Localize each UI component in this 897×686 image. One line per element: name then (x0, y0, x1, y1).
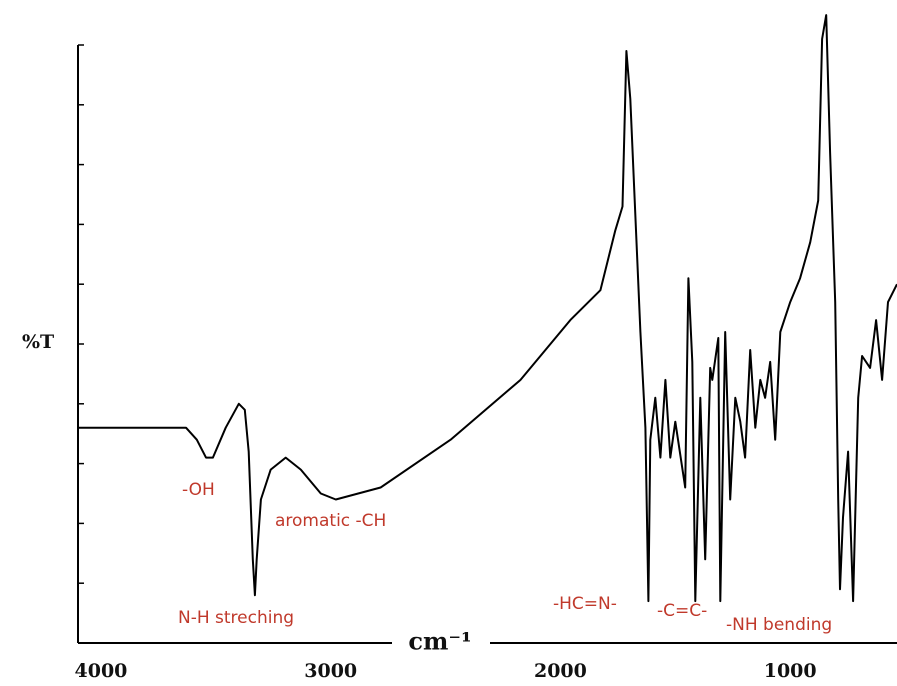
annotation: -HC=N- (553, 594, 617, 614)
x-tick-label: 4000 (75, 660, 128, 682)
x-axis-label: cm⁻¹ (408, 627, 471, 656)
x-tick-label: 2000 (534, 660, 587, 682)
annotation: -OH (182, 480, 215, 500)
annotation: -NH bending (726, 615, 832, 635)
x-tick-label: 3000 (304, 660, 357, 682)
y-axis-label: %T (22, 331, 54, 353)
x-label-backdrop (392, 626, 490, 656)
annotation: N-H streching (178, 608, 294, 628)
spectrum-line (78, 14, 897, 603)
annotation: -C=C- (657, 601, 707, 621)
annotation: aromatic -CH (275, 511, 386, 531)
x-tick-label: 1000 (764, 660, 817, 682)
